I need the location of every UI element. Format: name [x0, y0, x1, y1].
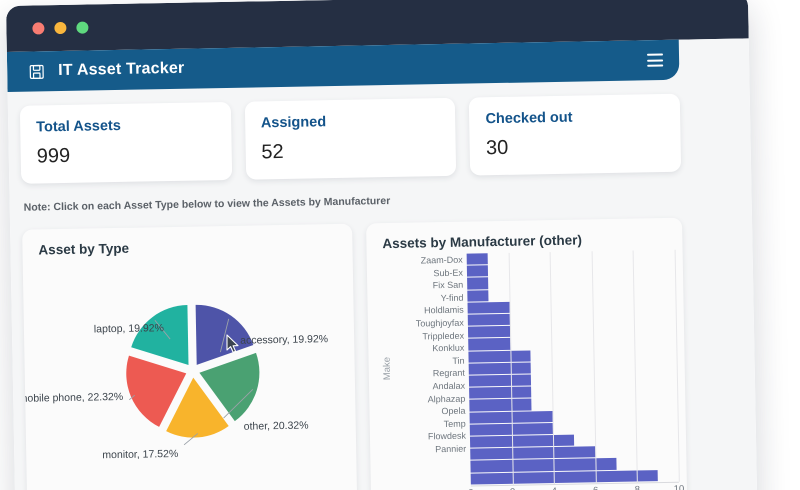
pie-label-leader-line: [183, 433, 199, 446]
charts-row: Asset by Type accessory, 19.92% other, 20…: [22, 217, 688, 490]
bar[interactable]: [469, 434, 575, 448]
bar[interactable]: [469, 386, 532, 400]
pie-chart[interactable]: accessory, 19.92% other, 20.32% monitor, 1…: [22, 250, 357, 490]
bar[interactable]: [468, 350, 531, 363]
bar[interactable]: [467, 301, 510, 314]
kpi-value: 999: [36, 144, 71, 168]
bar[interactable]: [467, 289, 489, 302]
bar-chart-category-labels: Zaam-Dox Sub-Ex Fix San Y-find Holdlamis Toug…: [377, 254, 467, 457]
browser-window: IT Asset Tracker Total Assets 999 Assign…: [6, 0, 758, 490]
app-header-bar: IT Asset Tracker: [6, 39, 680, 92]
app-brand: IT Asset Tracker: [29, 60, 185, 81]
bar[interactable]: [466, 253, 488, 265]
bar-chart-plot-area: [466, 249, 680, 486]
bar-chart-x-tick-label: 6: [593, 485, 598, 490]
bar[interactable]: [468, 362, 532, 375]
bar[interactable]: [467, 313, 510, 326]
close-window-button[interactable]: [32, 22, 45, 35]
kpi-value: 30: [485, 136, 509, 160]
mouse-cursor: [226, 334, 240, 354]
assets-by-manufacturer-card: Assets by Manufacturer (other) Make Zaam…: [366, 217, 688, 490]
bar-chart-x-tick-label: 10: [673, 483, 685, 490]
bar[interactable]: [467, 326, 510, 339]
pie-slice-label-mobile-phone: mobile phone, 22.32%: [23, 391, 124, 405]
bar-chart[interactable]: Make Zaam-Dox Sub-Ex Fix San Y-find Holdlami…: [366, 240, 687, 490]
pie-slice-monitor[interactable]: [165, 377, 229, 438]
asset-by-type-card: Asset by Type accessory, 19.92% other, 20…: [22, 223, 358, 490]
pie-slice-label-accessory: accessory, 19.92%: [240, 333, 328, 347]
pie-slice-other[interactable]: [199, 352, 260, 422]
bar[interactable]: [468, 374, 532, 387]
pie-label-leader-line: [223, 388, 254, 419]
kpi-label: Total Assets: [36, 117, 121, 136]
pie-label-leader-line: [219, 318, 230, 353]
pie-label-leader-line: [128, 394, 135, 401]
kpi-label: Checked out: [485, 109, 573, 128]
pie-slice-laptop[interactable]: [130, 305, 189, 366]
kpi-card-total-assets[interactable]: Total Assets 999: [19, 101, 232, 184]
pie-slice-label-laptop: laptop, 19.92%: [94, 322, 164, 335]
kpi-card-checked-out[interactable]: Checked out 30: [469, 93, 682, 176]
bar[interactable]: [468, 338, 510, 351]
kpi-value: 52: [261, 140, 284, 164]
hamburger-menu-icon[interactable]: [646, 53, 664, 67]
app-title: IT Asset Tracker: [58, 59, 185, 80]
pie-slice-label-monitor: monitor, 17.52%: [102, 448, 178, 461]
kpi-card-assigned[interactable]: Assigned 52: [244, 97, 457, 180]
bar-category-label: Pannier: [435, 443, 467, 455]
app-page: IT Asset Tracker Total Assets 999 Assign…: [6, 38, 758, 490]
bar[interactable]: [467, 277, 489, 290]
pie-slice-mobile-phone[interactable]: [126, 355, 187, 428]
pie-chart-svg[interactable]: accessory, 19.92% other, 20.32% monitor, 1…: [22, 250, 357, 490]
bar[interactable]: [469, 398, 532, 412]
instruction-note: Note: Click on each Asset Type below to …: [23, 194, 391, 214]
kpi-card-row: Total Assets 999 Assigned 52 Checked out…: [19, 93, 682, 184]
floppy-disk-icon: [29, 64, 44, 79]
bar[interactable]: [470, 446, 596, 461]
kpi-label: Assigned: [260, 114, 327, 132]
minimize-window-button[interactable]: [54, 21, 67, 35]
bar-chart-x-tick-label: 4: [551, 486, 556, 490]
maximize-window-button[interactable]: [76, 21, 89, 34]
pie-label-leader-line: [154, 319, 171, 340]
bar[interactable]: [466, 265, 488, 278]
bar-chart-x-tick-label: 8: [635, 484, 640, 490]
pie-slice-label-other: other, 20.32%: [244, 420, 309, 433]
